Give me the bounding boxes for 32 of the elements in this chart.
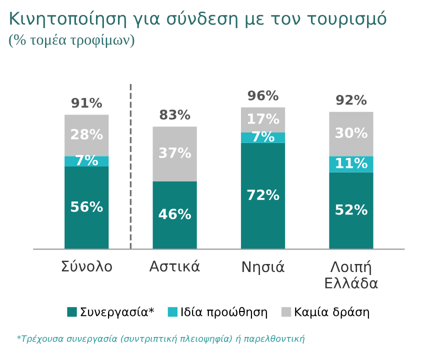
data-label: 7% (252, 131, 274, 142)
data-label: 17% (248, 113, 280, 124)
data-label: 28% (71, 128, 103, 140)
x-tick-label: Νησιά (242, 260, 284, 276)
x-tick-label: Λοιπή Ελλάδα (325, 260, 378, 289)
x-tick-label: Σύνολο (62, 260, 112, 272)
bar (329, 112, 374, 156)
data-label: 37% (159, 147, 191, 158)
data-label: 72% (247, 190, 280, 200)
data-label: 30% (336, 128, 368, 138)
data-label: 56% (71, 201, 103, 212)
legend-label: Συνεργασία* (80, 306, 154, 319)
data-label: 52% (336, 204, 368, 215)
bar (240, 142, 286, 250)
bar (152, 181, 197, 250)
text: *Τρέχουσα συνεργασία (συντριπτική πλειοψηφία) ή παρελθοντική (17, 334, 305, 344)
total-label: 92% (336, 94, 367, 105)
bar (329, 172, 374, 250)
total-label: 96% (248, 90, 278, 100)
bar (152, 126, 197, 182)
bar (64, 114, 109, 156)
chart-subtitle: (% τομέα τροφίμων) (9, 34, 134, 48)
chart-title: Κινητοποίηση για σύνδεση με τον τουρισμό (10, 10, 386, 28)
x-tick-label: Αστικά (149, 260, 200, 272)
data-label: 46% (158, 208, 191, 220)
data-label: 7% (76, 154, 98, 166)
legend-label: Ιδία προώθηση (182, 306, 267, 319)
data-label: 11% (336, 158, 368, 168)
total-label: 91% (71, 98, 102, 108)
total-label: 83% (160, 110, 190, 120)
bar (64, 166, 109, 250)
legend-label: Καμία δράση (295, 306, 369, 319)
